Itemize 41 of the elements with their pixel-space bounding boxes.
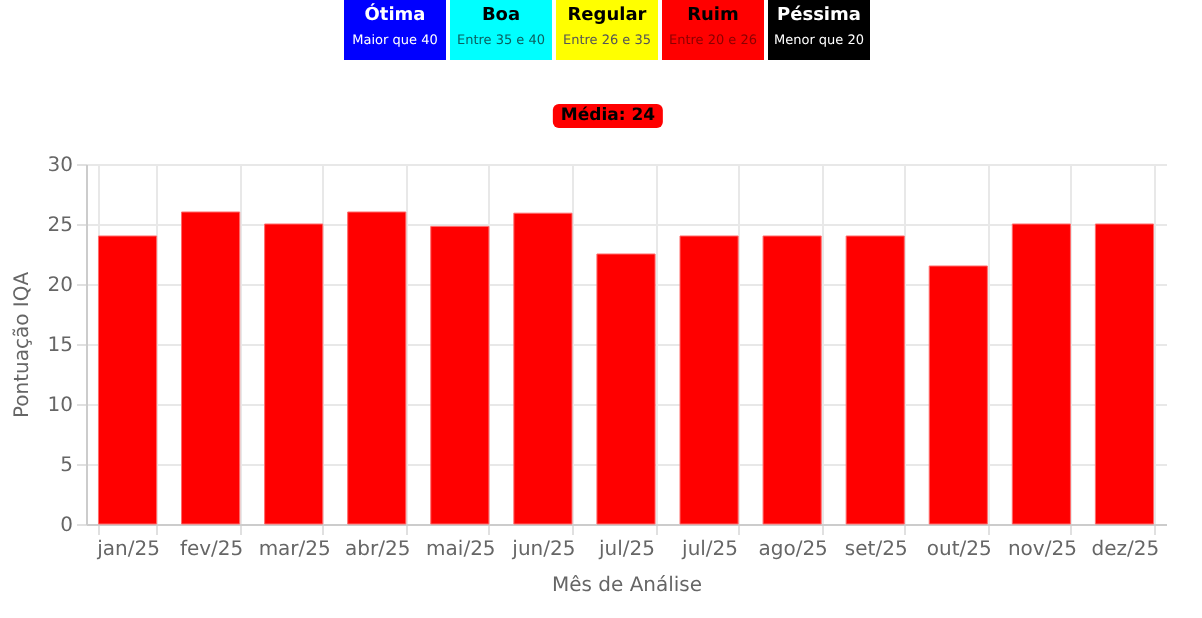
text: Regular [565, 6, 649, 26]
bar [845, 235, 905, 525]
x-tick-label: set/25 [844, 539, 908, 561]
bar [762, 235, 822, 525]
x-tick-label: out/25 [926, 539, 992, 561]
x-tick-label: abr/25 [345, 539, 411, 561]
y-tick-label: 15 [47, 335, 73, 357]
bar [347, 211, 407, 525]
y-axis-title: Pontuação IQA [11, 271, 34, 419]
x-tick-label: jul/25 [680, 539, 739, 561]
bar [264, 223, 324, 525]
y-tick-label: 30 [47, 155, 73, 177]
y-tick-label: 25 [47, 215, 73, 237]
x-axis-title: Mês de Análise [551, 575, 703, 597]
text: Ótima [362, 6, 428, 26]
x-tick-label: ago/25 [758, 539, 828, 561]
bar [679, 235, 739, 525]
y-tick-label: 10 [47, 395, 73, 417]
y-tick-label: 0 [60, 515, 73, 537]
text: Péssima [775, 6, 863, 26]
y-tick-label: 20 [47, 275, 73, 297]
text: Ruim [685, 6, 741, 26]
x-tick-label: fev/25 [179, 539, 244, 561]
text: Média: 24 [552, 104, 664, 128]
x-tick-label: mai/25 [426, 539, 496, 561]
x-tick-label: jul/25 [597, 539, 655, 561]
x-tick-label: dez/25 [1091, 539, 1160, 561]
x-tick-label: jan/25 [95, 539, 160, 561]
bar [181, 211, 241, 525]
bar [1094, 223, 1155, 525]
bar [1011, 223, 1071, 525]
bar [513, 212, 573, 525]
x-tick-label: mar/25 [258, 539, 331, 561]
y-tick-label: 5 [60, 455, 73, 477]
bar [928, 265, 988, 525]
x-tick-label: jun/25 [510, 539, 576, 561]
x-tick-label: nov/25 [1007, 539, 1077, 561]
bar [430, 225, 490, 525]
bar [97, 235, 158, 525]
bar [596, 253, 656, 525]
text: Boa [479, 6, 523, 26]
